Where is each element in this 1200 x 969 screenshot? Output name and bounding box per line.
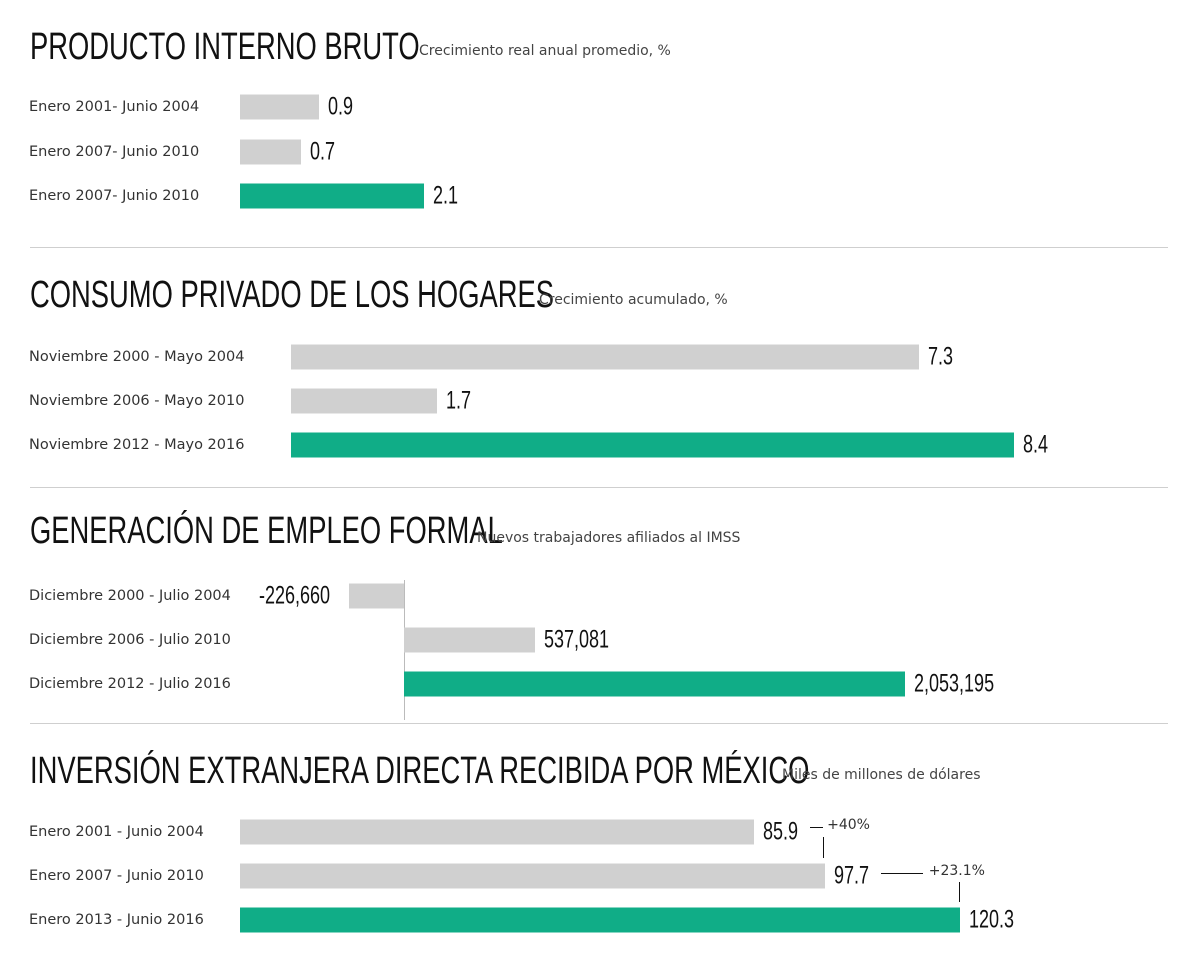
value-label: 537,081 — [544, 625, 610, 654]
category-label: Enero 2007 - Junio 2010 — [29, 868, 204, 884]
category-label: Enero 2007- Junio 2010 — [29, 188, 200, 204]
chart-title: INVERSIÓN EXTRANJERA DIRECTA RECIBIDA PO… — [30, 750, 810, 792]
chart-subtitle: Crecimiento acumulado, % — [539, 292, 728, 308]
value-label: -226,660 — [258, 581, 330, 610]
value-label: 2,053,195 — [914, 669, 995, 698]
category-label: Noviembre 2000 - Mayo 2004 — [29, 349, 245, 365]
chart-title: PRODUCTO INTERNO BRUTO — [30, 26, 420, 68]
connector-line — [810, 827, 824, 828]
chart-subtitle: Crecimiento real anual promedio, % — [419, 43, 671, 59]
value-label: 0.7 — [310, 137, 336, 166]
bar-highlight — [240, 907, 960, 933]
category-label: Diciembre 2012 - Julio 2016 — [29, 676, 231, 692]
bar — [240, 94, 319, 120]
category-label: Enero 2013 - Junio 2016 — [29, 912, 204, 928]
bar — [291, 344, 920, 370]
chart-title: CONSUMO PRIVADO DE LOS HOGARES — [30, 274, 554, 316]
growth-annotation: +23.1% — [928, 863, 985, 879]
value-label: 0.9 — [327, 92, 353, 121]
value-label: 120.3 — [969, 905, 1015, 934]
category-label: Noviembre 2012 - Mayo 2016 — [29, 437, 245, 453]
bar — [240, 139, 302, 165]
bar — [240, 863, 825, 889]
value-label: 85.9 — [763, 817, 799, 846]
bar-highlight — [291, 432, 1014, 458]
category-label: Enero 2007- Junio 2010 — [29, 144, 200, 160]
bar — [240, 819, 755, 845]
value-label: 97.7 — [833, 861, 869, 890]
chart-subtitle: Miles de millones de dólares — [782, 767, 981, 783]
bar-highlight — [404, 671, 905, 697]
connector-line — [880, 873, 923, 874]
chart-title: GENERACIÓN DE EMPLEO FORMAL — [30, 510, 503, 552]
value-label: 8.4 — [1023, 430, 1049, 459]
value-label: 2.1 — [433, 181, 459, 210]
category-label: Noviembre 2006 - Mayo 2010 — [29, 393, 245, 409]
category-label: Enero 2001 - Junio 2004 — [29, 824, 204, 840]
connector-line — [959, 882, 960, 902]
bar — [404, 627, 536, 653]
section-divider — [30, 487, 1168, 488]
bar — [348, 583, 404, 609]
growth-annotation: +40% — [827, 817, 870, 833]
category-label: Enero 2001- Junio 2004 — [29, 99, 200, 115]
connector-line — [822, 837, 824, 858]
category-label: Diciembre 2000 - Julio 2004 — [29, 588, 231, 604]
section-divider — [30, 247, 1168, 248]
value-label: 1.7 — [446, 386, 472, 415]
category-label: Diciembre 2006 - Julio 2010 — [29, 632, 231, 648]
value-label: 7.3 — [928, 342, 954, 371]
chart-subtitle: Nuevos trabajadores afiliados al IMSS — [477, 530, 741, 546]
bar — [291, 388, 438, 414]
bar-highlight — [240, 183, 424, 209]
section-divider — [30, 723, 1168, 724]
